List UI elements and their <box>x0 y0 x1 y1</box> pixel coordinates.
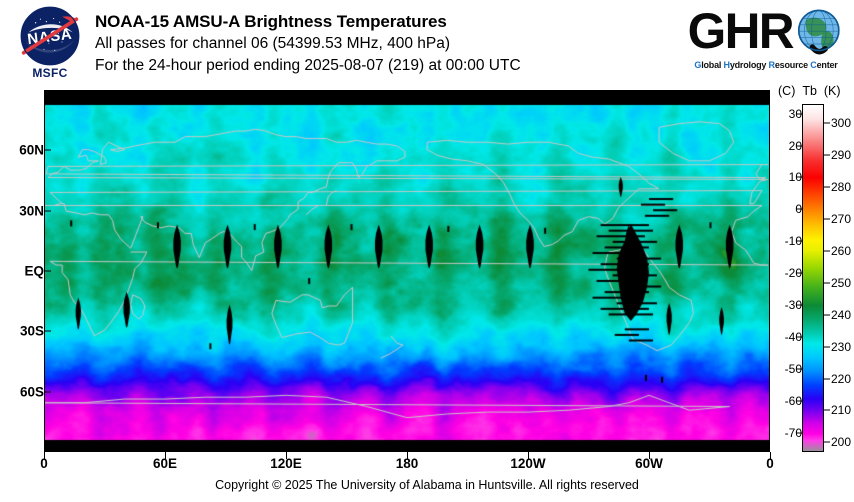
colorbar: (C) Tb (K) 30 20 10 0 -10 -20 -30 -40 -50 -60 -70 3… <box>778 84 854 456</box>
title-block: NOAA-15 AMSU-A Brightness Temperatures A… <box>95 10 675 77</box>
map-plot[interactable] <box>44 90 770 452</box>
longitude-tick-mark <box>407 452 408 459</box>
colorbar-kelvin-tick-mark <box>823 186 830 188</box>
colorbar-celsius-tick-mark <box>796 368 803 370</box>
colorbar-kelvin-tick-label: 260 <box>831 243 852 258</box>
latitude-tick-mark <box>44 210 51 212</box>
colorbar-celsius-tick-label: -60 <box>784 393 802 408</box>
nasa-center-label: MSFC <box>32 66 68 80</box>
colorbar-celsius-tick-label: -40 <box>784 330 802 345</box>
colorbar-kelvin-tick-label: 220 <box>831 371 852 386</box>
colorbar-celsius-tick-mark <box>796 240 803 242</box>
colorbar-kelvin-tick-mark <box>823 314 830 316</box>
colorbar-celsius-tick-label: 10 <box>788 170 802 185</box>
colorbar-kelvin-tick-label: 250 <box>831 275 852 290</box>
colorbar-celsius-tick-mark <box>796 145 803 146</box>
colorbar-celsius-tick-mark <box>796 336 803 338</box>
colorbar-kelvin-tick-mark <box>823 122 830 124</box>
colorbar-left-unit: (C) <box>778 84 796 98</box>
longitude-axis: 0 60E 120E 180 120W 60W 0 <box>0 456 854 476</box>
colorbar-kelvin-tick-label: 240 <box>831 307 852 322</box>
nasa-logo: NASA MSFC <box>14 6 86 86</box>
latitude-tick-mark <box>44 149 51 151</box>
colorbar-kelvin-tick-label: 230 <box>831 339 852 354</box>
colorbar-header: (C) Tb (K) <box>778 84 854 98</box>
colorbar-celsius-tick-mark <box>796 176 803 178</box>
longitude-tick-label: 120E <box>270 456 302 471</box>
colorbar-celsius-tick-label: 20 <box>788 138 802 153</box>
longitude-tick-label: 0 <box>40 456 48 471</box>
latitude-tick-label: 30S <box>19 323 44 339</box>
longitude-tick-marks <box>0 452 854 460</box>
colorbar-gradient <box>802 104 824 452</box>
latitude-tick-mark <box>44 391 51 393</box>
nasa-meatball-icon: NASA <box>20 6 80 66</box>
longitude-tick-mark <box>770 452 771 459</box>
colorbar-celsius-tick-mark <box>796 400 803 402</box>
colorbar-kelvin-tick-label: 290 <box>831 148 852 163</box>
page-title: NOAA-15 AMSU-A Brightness Temperatures <box>95 12 447 31</box>
colorbar-kelvin-tick-mark <box>823 409 830 411</box>
colorbar-celsius-tick-label: -70 <box>784 425 802 440</box>
latitude-tick-label: 60N <box>19 142 44 158</box>
latitude-tick-label: EQ <box>24 263 44 279</box>
colorbar-kelvin-tick-label: 210 <box>831 403 852 418</box>
longitude-tick-label: 60E <box>152 456 178 471</box>
longitude-tick-label: 180 <box>395 456 419 471</box>
colorbar-variable: Tb <box>802 84 817 98</box>
longitude-tick-label: 0 <box>766 456 774 471</box>
colorbar-kelvin-tick-mark <box>823 282 830 284</box>
colorbar-kelvin-tick-mark <box>823 250 830 252</box>
latitude-tick-mark <box>44 270 51 272</box>
colorbar-celsius-tick-label: -20 <box>784 266 802 281</box>
latitude-tick-mark <box>44 330 51 332</box>
longitude-tick-mark <box>165 452 166 459</box>
brightness-temperature-heatmap[interactable] <box>44 90 770 452</box>
colorbar-celsius-tick-label: -10 <box>784 234 802 249</box>
colorbar-kelvin-tick-mark <box>823 218 830 220</box>
latitude-tick-label: 30N <box>19 203 44 219</box>
colorbar-kelvin-tick-label: 280 <box>831 180 852 194</box>
colorbar-kelvin-tick-mark <box>823 154 830 156</box>
longitude-tick-label: 120W <box>510 456 546 471</box>
colorbar-kelvin-tick-mark <box>823 378 830 380</box>
longitude-tick-mark <box>44 452 45 459</box>
ghrc-wordmark-icon: GHR <box>688 4 840 59</box>
colorbar-celsius-tick-label: -50 <box>784 361 802 376</box>
ghrc-tagline: Global Hydrology Resource Center <box>694 60 838 70</box>
colorbar-celsius-tick-mark <box>796 113 803 115</box>
colorbar-celsius-tick-label: -30 <box>784 298 802 313</box>
copyright-notice: Copyright © 2025 The University of Alaba… <box>215 478 639 492</box>
latitude-axis: 60N 30N EQ 30S 60S <box>0 90 44 452</box>
colorbar-kelvin-tick-label: 270 <box>831 211 852 226</box>
colorbar-kelvin-tick-label: 300 <box>831 116 852 131</box>
colorbar-kelvin-tick-label: 200 <box>831 435 852 450</box>
svg-text:GHR: GHR <box>688 4 794 59</box>
colorbar-kelvin-tick-mark <box>823 441 830 443</box>
colorbar-celsius-tick-mark <box>796 208 803 210</box>
longitude-tick-mark <box>528 452 529 459</box>
latitude-tick-marks <box>44 90 52 452</box>
colorbar-kelvin-tick-mark <box>823 346 830 348</box>
ghrc-logo: GHR Global Hydro <box>686 4 846 82</box>
colorbar-celsius-tick-mark <box>796 272 803 274</box>
longitude-tick-mark <box>286 452 287 459</box>
colorbar-celsius-tick-mark <box>796 304 803 306</box>
longitude-tick-mark <box>649 452 650 459</box>
subtitle-period: For the 24-hour period ending 2025-08-07… <box>95 57 521 74</box>
colorbar-right-unit: (K) <box>823 84 841 98</box>
colorbar-celsius-tick-mark <box>796 432 803 434</box>
latitude-tick-label: 60S <box>19 384 44 400</box>
subtitle-channel: All passes for channel 06 (54399.53 MHz,… <box>95 35 450 52</box>
longitude-tick-label: 60W <box>635 456 663 471</box>
colorbar-celsius-tick-label: 30 <box>788 106 802 121</box>
